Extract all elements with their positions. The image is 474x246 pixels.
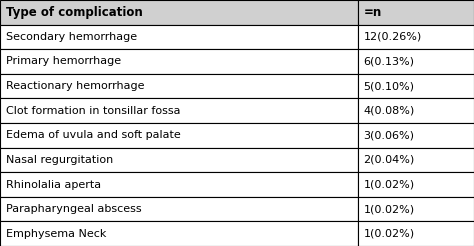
Bar bbox=[358, 25, 474, 49]
Bar bbox=[0, 148, 358, 172]
Text: 2(0.04%): 2(0.04%) bbox=[364, 155, 415, 165]
Text: Nasal regurgitation: Nasal regurgitation bbox=[6, 155, 113, 165]
Text: Parapharyngeal abscess: Parapharyngeal abscess bbox=[6, 204, 141, 214]
Bar bbox=[0, 49, 358, 74]
Bar bbox=[358, 98, 474, 123]
Bar bbox=[358, 148, 474, 172]
Text: 1(0.02%): 1(0.02%) bbox=[364, 180, 415, 189]
Text: Secondary hemorrhage: Secondary hemorrhage bbox=[6, 32, 137, 42]
Bar bbox=[358, 0, 474, 25]
Text: 5(0.10%): 5(0.10%) bbox=[364, 81, 415, 91]
Bar bbox=[0, 74, 358, 98]
Bar bbox=[0, 221, 358, 246]
Bar bbox=[0, 172, 358, 197]
Text: 6(0.13%): 6(0.13%) bbox=[364, 57, 415, 66]
Text: 1(0.02%): 1(0.02%) bbox=[364, 229, 415, 239]
Text: 4(0.08%): 4(0.08%) bbox=[364, 106, 415, 116]
Text: 1(0.02%): 1(0.02%) bbox=[364, 204, 415, 214]
Bar bbox=[358, 197, 474, 221]
Bar bbox=[358, 221, 474, 246]
Bar bbox=[0, 123, 358, 148]
Text: 12(0.26%): 12(0.26%) bbox=[364, 32, 422, 42]
Text: Edema of uvula and soft palate: Edema of uvula and soft palate bbox=[6, 130, 181, 140]
Text: Type of complication: Type of complication bbox=[6, 6, 143, 19]
Bar bbox=[0, 98, 358, 123]
Text: =n: =n bbox=[364, 6, 382, 19]
Bar bbox=[358, 123, 474, 148]
Text: Emphysema Neck: Emphysema Neck bbox=[6, 229, 106, 239]
Bar bbox=[0, 25, 358, 49]
Text: Primary hemorrhage: Primary hemorrhage bbox=[6, 57, 121, 66]
Bar bbox=[358, 74, 474, 98]
Text: Rhinolalia aperta: Rhinolalia aperta bbox=[6, 180, 101, 189]
Bar bbox=[0, 197, 358, 221]
Text: Reactionary hemorrhage: Reactionary hemorrhage bbox=[6, 81, 144, 91]
Bar bbox=[358, 172, 474, 197]
Text: 3(0.06%): 3(0.06%) bbox=[364, 130, 415, 140]
Text: Clot formation in tonsillar fossa: Clot formation in tonsillar fossa bbox=[6, 106, 180, 116]
Bar bbox=[358, 49, 474, 74]
Bar bbox=[0, 0, 358, 25]
